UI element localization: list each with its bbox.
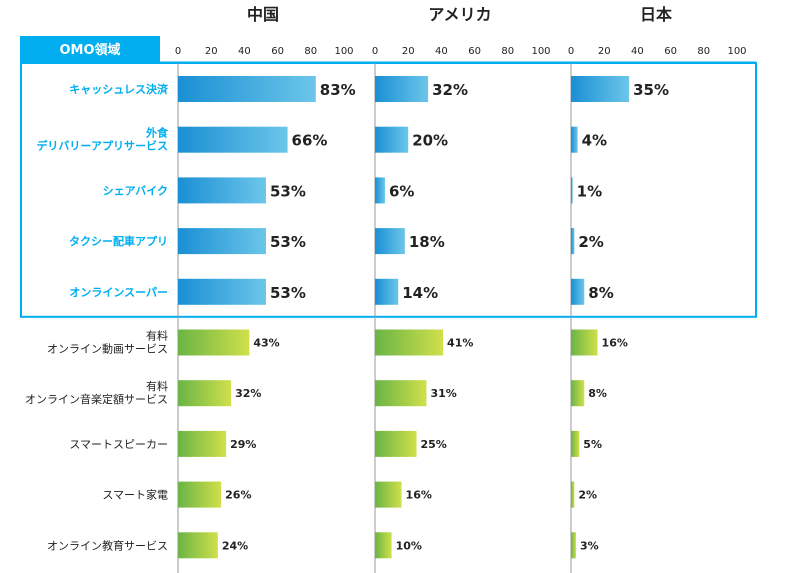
category-label: スマートスピーカー [69,438,168,451]
bar [375,430,417,457]
bar [571,228,575,255]
omo-group-frame [20,62,757,318]
data-label: 32% [432,81,468,99]
x-tick-label: 20 [598,46,611,57]
bar [178,329,250,356]
category-label: オンライン教育サービス [47,538,168,552]
x-tick-label: 80 [501,46,514,57]
data-label: 14% [402,284,438,302]
bar [375,177,385,204]
data-label: 2% [578,233,603,251]
bar [178,532,218,559]
x-tick-label: 80 [304,46,317,57]
bar [375,228,405,255]
panel-title: 中国 [247,5,279,24]
data-label: 83% [320,81,356,99]
data-label: 10% [396,539,422,552]
bar [571,481,575,508]
bar [571,380,585,407]
omo-header-box [20,36,160,62]
bar [178,481,222,508]
bar [571,329,598,356]
panel-title: アメリカ [428,5,491,24]
bar [571,532,576,559]
x-tick-label: 60 [271,46,284,57]
data-label: 35% [633,81,669,99]
x-tick-label: 80 [697,46,710,57]
bar [178,177,266,204]
data-label: 41% [447,337,473,350]
bar [178,126,288,153]
data-label: 8% [588,284,613,302]
x-tick-label: 20 [205,46,218,57]
bar [375,380,427,407]
data-label: 2% [578,489,597,502]
x-tick-label: 60 [664,46,677,57]
data-label: 18% [409,233,445,251]
data-label: 8% [588,387,607,400]
x-tick-label: 0 [568,46,574,57]
category-label: 有料オンライン動画サービス [47,329,168,356]
x-tick-label: 100 [334,46,353,57]
bar [571,76,630,102]
bar [178,228,266,255]
data-label: 53% [270,233,306,251]
bar [375,278,399,305]
category-label: シェアバイク [103,184,168,197]
data-label: 16% [406,489,432,502]
bar [375,329,444,356]
data-label: 3% [580,539,599,552]
x-tick-label: 0 [372,46,378,57]
data-label: 20% [412,132,448,150]
bar [178,380,232,407]
category-label: 外食デリバリーアプリサービス [36,126,169,153]
bar [178,430,227,457]
bar [375,126,409,153]
bar [375,532,392,559]
data-label: 5% [583,438,602,451]
data-label: 31% [430,387,456,400]
data-label: 1% [577,182,602,200]
x-tick-label: 40 [238,46,251,57]
data-label: 16% [602,337,628,350]
x-tick-label: 60 [468,46,481,57]
x-tick-label: 20 [402,46,415,57]
x-tick-label: 40 [435,46,448,57]
data-label: 4% [582,132,607,150]
bar [178,76,316,102]
data-label: 32% [235,387,261,400]
data-label: 24% [222,539,248,552]
x-tick-label: 100 [727,46,746,57]
data-label: 66% [292,132,328,150]
x-tick-label: 40 [631,46,644,57]
bar [571,126,578,153]
x-tick-label: 100 [531,46,550,57]
data-label: 53% [270,182,306,200]
data-label: 53% [270,284,306,302]
category-label: キャッシュレス決済 [69,82,169,96]
bar [571,278,585,305]
data-label: 29% [230,438,256,451]
panel-title: 日本 [640,5,672,24]
bar [375,481,402,508]
category-label: タクシー配車アプリ [69,234,168,248]
data-label: 25% [421,438,447,451]
data-label: 6% [389,182,414,200]
bar [375,76,429,102]
x-tick-label: 0 [175,46,181,57]
omo-header-label: OMO領域 [59,42,120,58]
bar [571,177,573,204]
category-label: スマート家電 [102,488,168,502]
data-label: 26% [225,489,251,502]
bar [178,278,266,305]
bar [571,430,580,457]
category-label: オンラインスーパー [69,286,168,299]
category-label: 有料オンライン音楽定額サービス [25,379,168,406]
data-label: 43% [253,337,279,350]
